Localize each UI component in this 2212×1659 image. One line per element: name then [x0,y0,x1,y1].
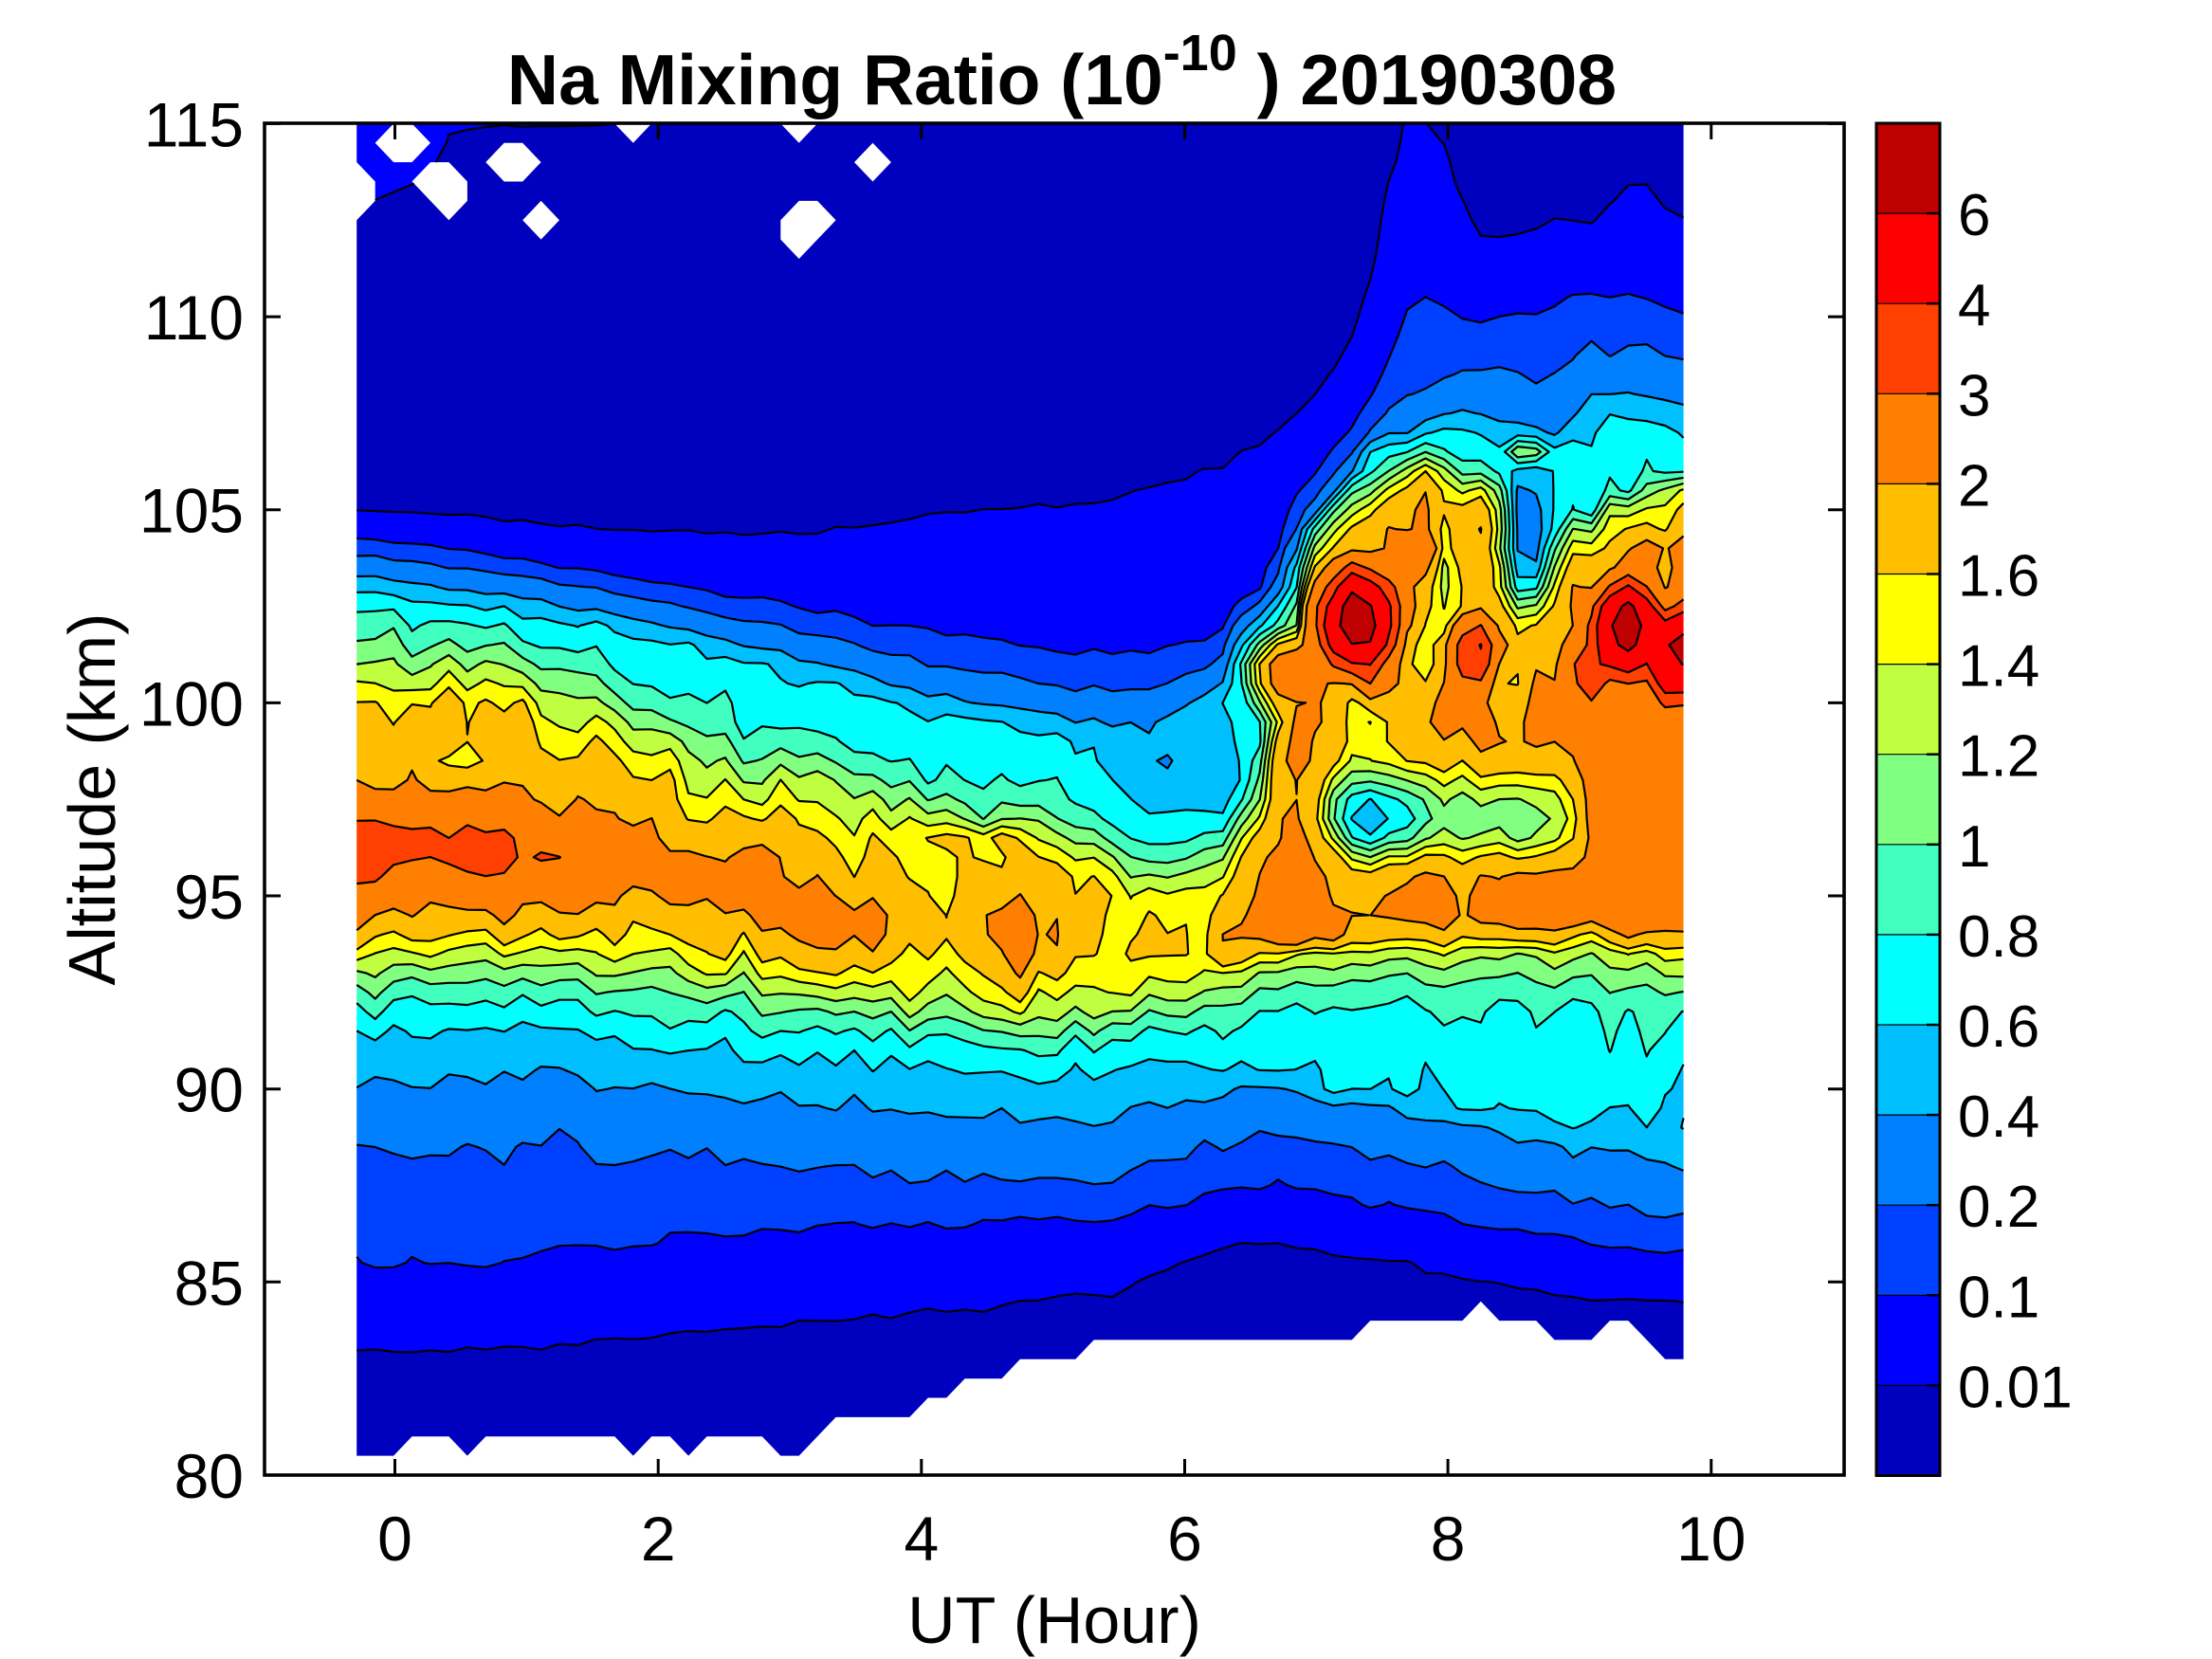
svg-text:0.2: 0.2 [1958,1175,2039,1240]
svg-text:95: 95 [174,862,244,932]
svg-text:4: 4 [904,1504,939,1574]
svg-text:10: 10 [1676,1504,1746,1574]
svg-text:1.6: 1.6 [1958,544,2039,610]
svg-text:0.4: 0.4 [1958,1085,2039,1150]
svg-text:80: 80 [174,1441,244,1511]
svg-text:2: 2 [641,1504,676,1574]
svg-text:8: 8 [1431,1504,1466,1574]
svg-text:1.4: 1.4 [1958,634,2039,700]
svg-text:Altitude (km): Altitude (km) [55,613,129,986]
svg-text:110: 110 [144,283,244,353]
svg-text:85: 85 [174,1248,244,1318]
svg-text:3: 3 [1958,363,1990,428]
svg-text:105: 105 [139,476,244,546]
svg-text:0.6: 0.6 [1958,994,2039,1060]
svg-text:1.2: 1.2 [1958,724,2039,790]
svg-text:100: 100 [139,668,244,738]
svg-text:6: 6 [1958,183,1990,248]
svg-text:Na Mixing Ratio (10-10 ) 20190: Na Mixing Ratio (10-10 ) 20190308 [507,25,1617,119]
svg-text:0.8: 0.8 [1958,904,2039,970]
svg-text:6: 6 [1167,1504,1202,1574]
svg-text:UT (Hour): UT (Hour) [907,1583,1201,1657]
svg-text:1: 1 [1958,814,1990,880]
svg-text:2: 2 [1958,453,1990,519]
svg-text:90: 90 [174,1055,244,1125]
svg-text:0.1: 0.1 [1958,1265,2039,1330]
svg-text:4: 4 [1958,273,1990,338]
svg-text:115: 115 [144,89,244,159]
svg-text:0.01: 0.01 [1958,1355,2073,1420]
svg-text:0: 0 [377,1504,412,1574]
